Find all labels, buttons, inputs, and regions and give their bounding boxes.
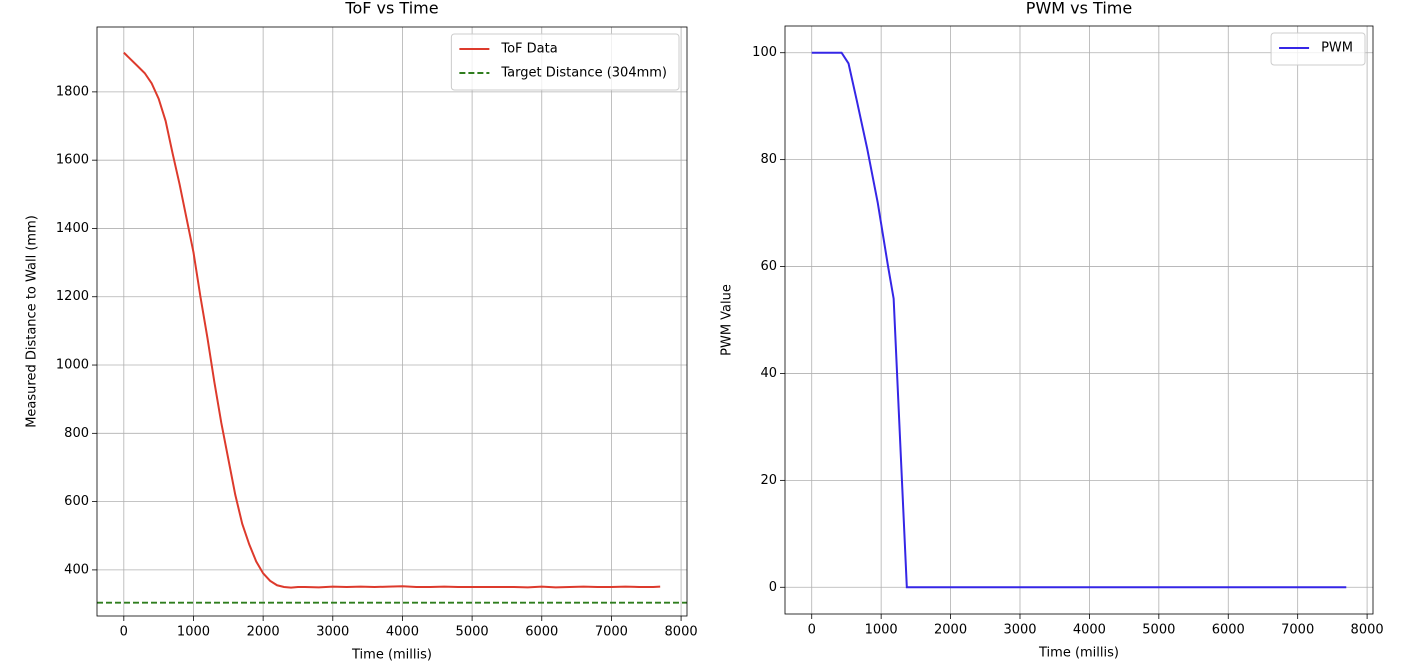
x-tick-label: 5000: [1142, 623, 1175, 638]
y-tick-label: 1600: [56, 153, 89, 168]
legend: ToF Data Target Distance (304mm): [450, 33, 680, 91]
x-tick-label: 8000: [665, 625, 698, 640]
y-tick-label: 60: [760, 259, 777, 274]
y-tick-label: 1400: [56, 221, 89, 236]
x-tick-label: 0: [808, 623, 816, 638]
y-tick-label: 1200: [56, 289, 89, 304]
legend-frame: [450, 33, 680, 91]
x-tick-label: 1000: [865, 623, 898, 638]
x-tick-label: 7000: [1281, 623, 1314, 638]
x-axis-label: Time (millis): [1038, 646, 1119, 661]
x-tick-label: 2000: [247, 625, 280, 640]
axes-frame: [784, 25, 1374, 615]
y-axis-label: PWM Value: [720, 284, 735, 356]
y-tick-label: 1000: [56, 358, 89, 373]
y-tick-label: 40: [760, 366, 777, 381]
data-line: [811, 51, 1347, 589]
x-tick-label: 4000: [1073, 623, 1106, 638]
plot-area: [97, 51, 687, 604]
legend-label: ToF Data: [500, 42, 557, 57]
chart-title: PWM vs Time: [1026, 0, 1132, 18]
y-tick-label: 100: [752, 45, 777, 60]
y-tick-label: 1800: [56, 84, 89, 99]
x-tick-label: 6000: [1212, 623, 1245, 638]
x-tick-label: 5000: [456, 625, 489, 640]
legend: PWM: [1270, 32, 1366, 66]
x-tick-label: 0: [120, 625, 128, 640]
y-tick-label: 20: [760, 473, 777, 488]
x-tick-label: 6000: [525, 625, 558, 640]
x-tick-label: 3000: [316, 625, 349, 640]
x-tick-label: 3000: [1003, 623, 1036, 638]
axes-frame: [96, 26, 688, 617]
x-tick-label: 4000: [386, 625, 419, 640]
y-tick-label: 400: [64, 562, 89, 577]
y-axis-label: Measured Distance to Wall (mm): [25, 215, 40, 428]
y-tick-label: 80: [760, 152, 777, 167]
x-tick-label: 2000: [934, 623, 967, 638]
y-tick-label: 0: [769, 580, 777, 595]
legend-frame: [1270, 32, 1366, 66]
x-tick-label: 7000: [595, 625, 628, 640]
chart-title: ToF vs Time: [344, 0, 438, 18]
plot-area: [811, 51, 1347, 589]
legend-label: Target Distance (304mm): [500, 66, 667, 81]
x-axis-label: Time (millis): [351, 648, 432, 663]
legend-label: PWM: [1321, 41, 1353, 56]
x-tick-label: 8000: [1351, 623, 1384, 638]
x-tick-label: 1000: [177, 625, 210, 640]
y-tick-label: 800: [64, 426, 89, 441]
y-tick-label: 600: [64, 494, 89, 509]
data-line: [123, 51, 661, 589]
